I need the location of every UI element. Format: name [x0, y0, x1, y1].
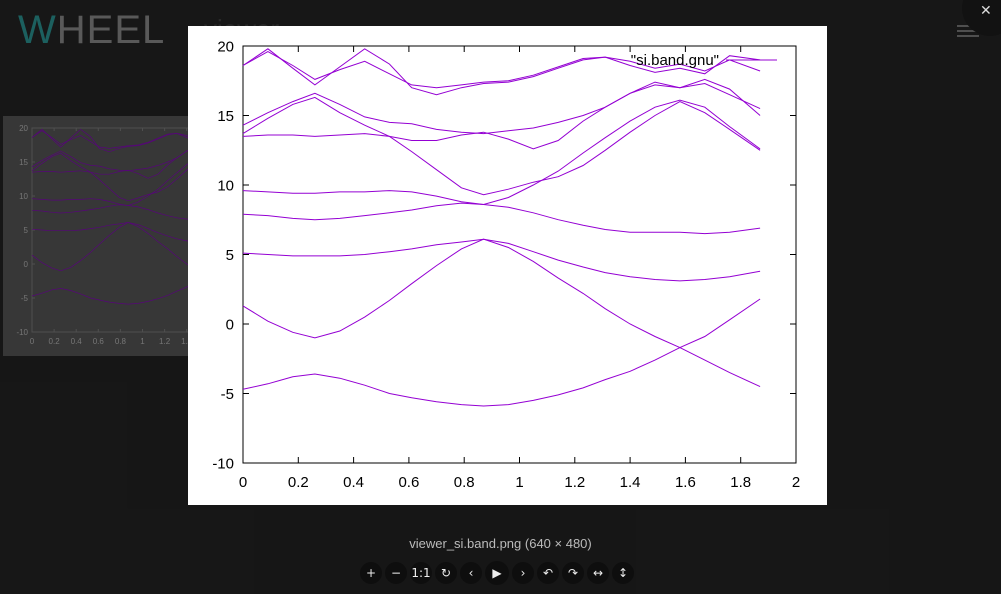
x-tick-label: 2 [792, 474, 800, 491]
y-tick-label: 5 [226, 247, 234, 264]
x-tick-label: 1.4 [181, 337, 193, 346]
band-line-9 [242, 48, 761, 96]
play-button[interactable]: ▶ [485, 561, 509, 585]
image-caption: viewer_si.band.png (640 × 480) [409, 536, 592, 551]
y-tick-label: 20 [19, 124, 28, 133]
x-tick-label: 0.4 [343, 474, 364, 491]
rotate-right-button[interactable]: ↷ [562, 562, 584, 584]
x-tick-label: 0 [30, 337, 35, 346]
y-tick-label: 10 [217, 177, 234, 194]
band-line-8 [242, 96, 761, 196]
viewer-image: 0 0.2 0.4 0.6 0.8 1 1.2 1.4 1.6 1.8 2 -10 -5 0 5 10 15 20… [188, 26, 827, 505]
y-tick-label: 5 [24, 226, 29, 235]
band-line-3 [242, 238, 761, 282]
plot-border [242, 45, 797, 464]
x-tick-label: 0.6 [398, 474, 419, 491]
x-tick-label: 1.4 [620, 474, 641, 491]
zoom-in-button[interactable]: + [360, 562, 382, 584]
zoom-out-button[interactable]: − [385, 562, 407, 584]
band-structure-chart: 0 0.2 0.4 0.6 0.8 1 1.2 1.4 1.6 1.8 2 -10 -5 0 5 10 15 20… [212, 38, 800, 491]
y-tick-label: -10 [16, 328, 28, 337]
band-line-7 [242, 81, 761, 135]
close-icon: ✕ [980, 2, 992, 18]
x-tick-label: 0 [239, 474, 247, 491]
x-tick-label: 0.4 [71, 337, 83, 346]
y-tick-label: -5 [21, 294, 29, 303]
rotate-left-button[interactable]: ↶ [537, 562, 559, 584]
thumbnail-chart: 0 0.2 0.4 0.6 0.8 1 1.2 1.4 -10 -5 0 5 10 15 20 [16, 124, 203, 346]
y-tick-label: 15 [217, 108, 234, 125]
x-tick-label: 1 [140, 337, 145, 346]
band-line-4 [242, 202, 761, 235]
x-tick-label: 1.2 [564, 474, 585, 491]
prev-button[interactable]: ‹ [460, 562, 482, 584]
reset-button[interactable]: ↻ [435, 562, 457, 584]
x-tick-label: 0.8 [454, 474, 475, 491]
next-button[interactable]: › [512, 562, 534, 584]
x-tick-label: 1.2 [159, 337, 171, 346]
y-tick-label: 0 [226, 316, 234, 333]
x-tick-label: 0.8 [115, 337, 127, 346]
y-tick-label: 0 [24, 260, 29, 269]
y-tick-label: 20 [217, 38, 234, 55]
x-tick-label: 0.2 [49, 337, 61, 346]
legend-label: "si.band.gnu" [631, 52, 719, 69]
flip-vertical-button[interactable]: ↕ [612, 562, 634, 584]
x-tick-label: 0.6 [93, 337, 105, 346]
y-tick-label: -10 [212, 455, 234, 472]
wheel-logo[interactable]: WHEEL [18, 8, 166, 52]
x-tick-label: 1.8 [730, 474, 751, 491]
band-line-10 [242, 51, 761, 89]
y-tick-label: 15 [19, 158, 28, 167]
y-tick-label: 10 [19, 192, 28, 201]
flip-horizontal-button[interactable]: ↔ [587, 562, 609, 584]
image-thumbnail[interactable]: 0 0.2 0.4 0.6 0.8 1 1.2 1.4 -10 -5 0 5 10 15 20 [3, 116, 203, 356]
band-line-5 [242, 99, 761, 206]
x-tick-label: 1 [515, 474, 523, 491]
x-tick-label: 0.2 [288, 474, 309, 491]
band-line-6 [242, 78, 761, 150]
band-line-2 [242, 238, 761, 388]
band-line-1 [242, 298, 761, 407]
viewer-toolbar: + −1:1 ↻ ‹ ▶ › ↶ ↷ ↔ ↕ [360, 561, 634, 586]
y-tick-label: -5 [221, 386, 234, 403]
x-tick-label: 1.6 [675, 474, 696, 491]
one-to-one-button[interactable]: 1:1 [410, 562, 432, 584]
